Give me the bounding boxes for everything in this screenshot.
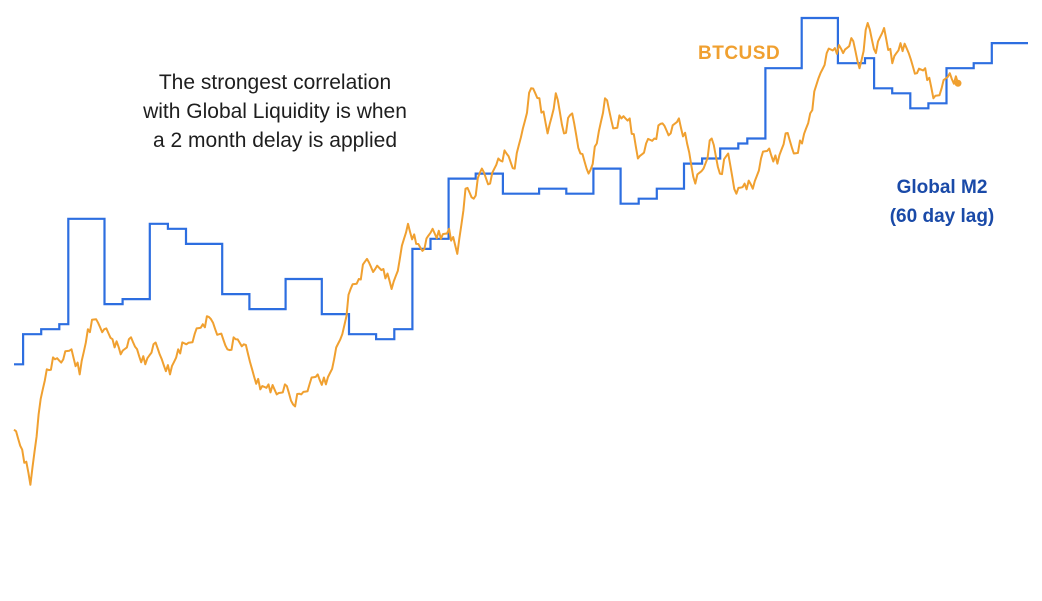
annotation-line: with Global Liquidity is when	[143, 100, 407, 123]
chart-annotation: The strongest correlation with Global Li…	[100, 68, 450, 155]
annotation-line: a 2 month delay is applied	[153, 129, 397, 152]
series-label-btcusd: BTCUSD	[698, 43, 781, 64]
series-line-global-m2	[14, 16, 1028, 366]
series-label-line: Global M2	[896, 177, 988, 198]
series-label-line: (60 day lag)	[889, 206, 995, 227]
series-line-btcusd	[13, 22, 959, 486]
btcusd-end-point	[954, 79, 962, 87]
series-label-global-m2: Global M2 (60 day lag)	[868, 173, 1016, 231]
annotation-line: The strongest correlation	[158, 71, 392, 94]
